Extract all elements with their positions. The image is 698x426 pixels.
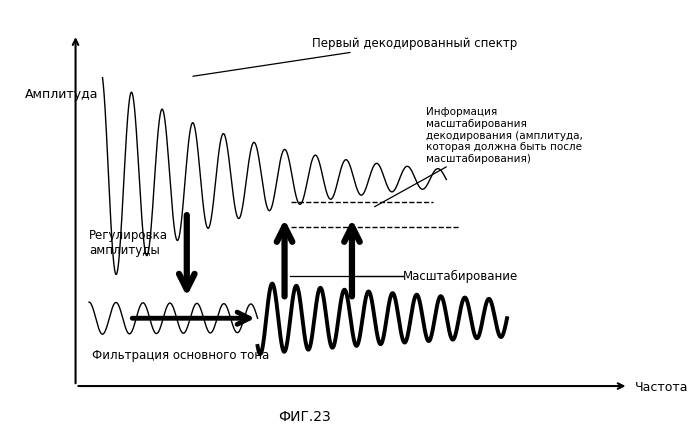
Text: ФИГ.23: ФИГ.23 [279, 409, 331, 423]
Text: Первый декодированный спектр: Первый декодированный спектр [193, 37, 517, 77]
Text: Информация
масштабирования
декодирования (амплитуда,
которая должна быть после
м: Информация масштабирования декодирования… [375, 107, 583, 207]
Text: Масштабирование: Масштабирование [403, 270, 518, 283]
Text: Регулировка
амплитуды: Регулировка амплитуды [89, 228, 168, 256]
Text: Частота: Частота [635, 380, 689, 393]
Text: Фильтрация основного тона: Фильтрация основного тона [92, 348, 269, 361]
Text: Амплитуда: Амплитуда [25, 88, 98, 101]
